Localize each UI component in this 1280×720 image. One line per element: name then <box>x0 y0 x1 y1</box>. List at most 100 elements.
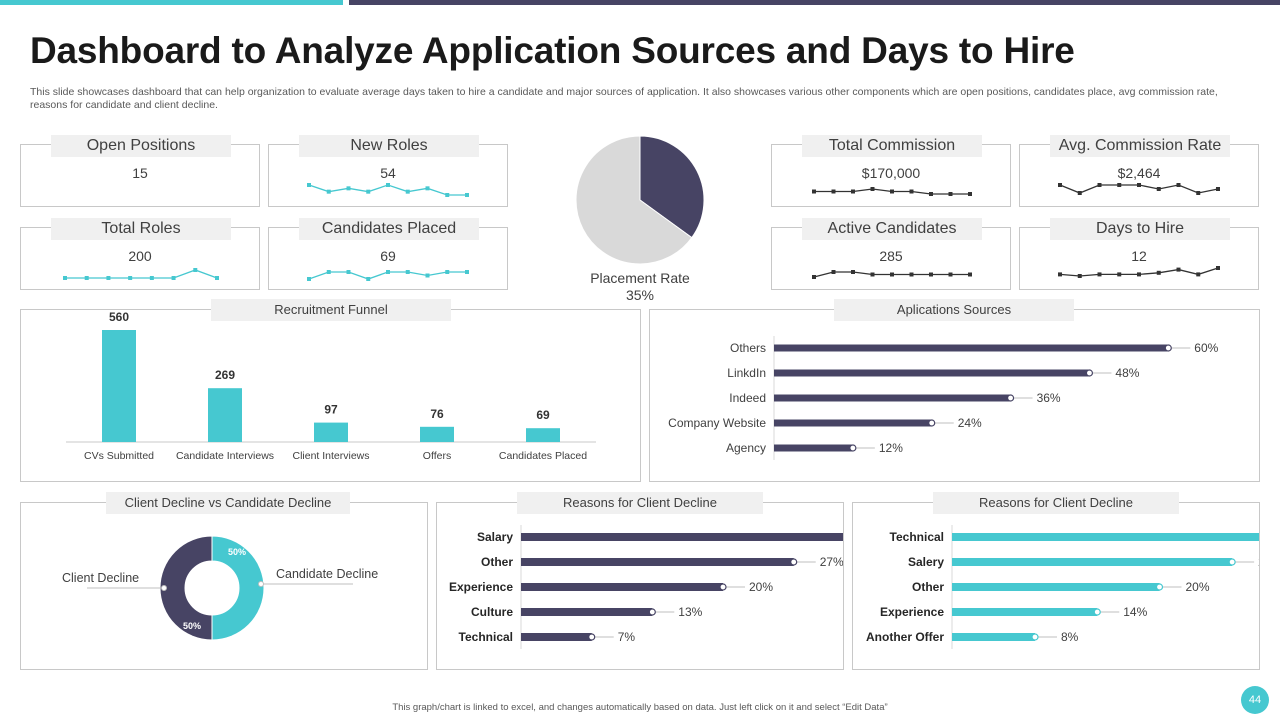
bar <box>952 583 1160 591</box>
placement-rate-value: 35% <box>625 287 655 303</box>
client-decline-reasons-chart: 33%Salary27%Other20%Experience13%Culture… <box>449 525 843 649</box>
sparkline-point <box>968 272 972 277</box>
bar <box>521 608 653 616</box>
bar-value-label: 60% <box>1194 341 1218 355</box>
decline-donut-chart: 50% 50% <box>87 535 353 641</box>
sparkline-point <box>445 270 450 274</box>
bar-category-label: Indeed <box>729 391 766 405</box>
sparkline-point <box>1058 272 1062 277</box>
bar-category-label: Another Offer <box>866 630 944 644</box>
funnel-category-label: Candidate Interviews <box>176 450 274 462</box>
sparkline-point <box>1137 272 1141 277</box>
donut-data-label: 50% <box>183 621 201 631</box>
bar-category-label: Experience <box>880 605 944 619</box>
sparkline-point <box>1176 267 1181 272</box>
sparkline-point <box>307 277 311 281</box>
sparkline-point <box>929 192 933 196</box>
bar-end-marker <box>1031 633 1039 641</box>
client-decline-label: Client Decline <box>62 571 140 585</box>
sparkline-point <box>831 270 836 274</box>
sparkline-point <box>890 272 894 277</box>
kpi-label: Avg. Commission Rate <box>1050 135 1230 157</box>
funnel-data-label: 69 <box>536 408 550 422</box>
bar-category-label: Salary <box>477 530 513 544</box>
sparkline-point <box>405 189 410 194</box>
sparkline-point <box>326 189 331 194</box>
footer-note: This graph/chart is linked to excel, and… <box>392 702 888 713</box>
bar-category-label: Technical <box>459 630 513 644</box>
bar-value-label: 14% <box>1123 605 1147 619</box>
kpi-label: Total Roles <box>51 218 231 240</box>
sparkline-point <box>1216 266 1220 270</box>
kpi-new-roles: New Roles 54 <box>268 135 508 207</box>
bar-end-marker <box>1093 608 1101 616</box>
bar <box>521 558 794 566</box>
total-commission-sparkline <box>812 187 972 196</box>
panel-title: Reasons for Client Decline <box>933 492 1179 514</box>
bar-category-label: Other <box>912 580 944 594</box>
candidate-decline-reasons-panel: Reasons for Client Decline 31%Technical2… <box>852 492 1260 670</box>
sparkline-point <box>106 276 111 280</box>
kpi-label: Active Candidates <box>802 218 982 240</box>
placement-rate-label: Placement Rate <box>590 270 690 286</box>
panel-title: Aplications Sources <box>834 299 1074 321</box>
page-subtitle: This slide showcases dashboard that can … <box>30 86 1218 111</box>
sparkline-point <box>346 186 351 191</box>
sparkline-point <box>812 275 816 279</box>
sparkline-point <box>851 189 855 194</box>
bar-value-label: 7% <box>618 630 636 644</box>
kpi-value: 54 <box>380 165 396 181</box>
bar-category-label: LinkdIn <box>727 366 766 380</box>
bar-end-marker <box>1006 394 1015 402</box>
bar-category-label: Others <box>730 341 766 355</box>
bar-end-marker <box>1085 369 1094 377</box>
kpi-avg-commission-rate: Avg. Commission Rate $2,464 <box>1019 135 1259 207</box>
pie-slice-not-placed <box>575 135 693 265</box>
panel-title: Reasons for Client Decline <box>517 492 763 514</box>
kpi-value: 15 <box>132 165 148 181</box>
sparkline-point <box>870 272 875 277</box>
kpi-active-candidates: Active Candidates 285 <box>771 218 1011 290</box>
kpi-value: $170,000 <box>861 165 921 181</box>
candidate-decline-label: Candidate Decline <box>276 567 379 581</box>
sparkline-point <box>1196 272 1201 277</box>
panel-title: Client Decline vs Candidate Decline <box>106 492 350 514</box>
sparkline-point <box>171 276 176 280</box>
bar <box>774 444 853 452</box>
kpi-total-roles: Total Roles 200 <box>20 218 260 290</box>
sparkline-point <box>1097 272 1102 277</box>
sparkline-point <box>326 270 331 274</box>
bar-category-label: Agency <box>726 441 766 455</box>
kpi-label: Total Commission <box>802 135 982 157</box>
page-number: 44 <box>1241 686 1269 714</box>
bar-value-label: 8% <box>1061 630 1079 644</box>
application-sources-panel: Aplications Sources 60% Others 48% LinkdIn 3… <box>649 299 1260 482</box>
candidate-decline-marker <box>258 581 264 587</box>
candidates-placed-sparkline <box>307 270 469 281</box>
bar <box>952 633 1035 641</box>
bar-value-label: 24% <box>958 416 982 430</box>
bar-value-label: 13% <box>678 605 702 619</box>
funnel-category-label: Client Interviews <box>292 450 369 462</box>
sparkline-point <box>215 276 219 280</box>
sparkline-point <box>909 272 914 277</box>
bar <box>774 394 1011 402</box>
bar-category-label: Experience <box>449 580 513 594</box>
funnel-bar <box>208 388 242 442</box>
sparkline-point <box>831 189 836 194</box>
sparkline-point <box>465 270 469 274</box>
bar-end-marker <box>648 608 656 616</box>
page-title: Dashboard to Analyze Application Sources… <box>30 30 1075 71</box>
bar-category-label: Company Website <box>668 416 766 430</box>
sparkline-point <box>405 270 410 274</box>
bar-category-label: Other <box>481 555 513 569</box>
kpi-value: 69 <box>380 248 396 264</box>
sparkline-point <box>425 273 430 278</box>
new-roles-sparkline <box>307 183 469 197</box>
top-accent-bar-navy <box>349 0 1280 5</box>
sparkline-point <box>1117 183 1122 187</box>
sparkline-point <box>193 268 198 272</box>
sparkline-point <box>812 189 816 194</box>
sparkline-point <box>870 187 875 191</box>
bar-end-marker <box>790 558 798 566</box>
